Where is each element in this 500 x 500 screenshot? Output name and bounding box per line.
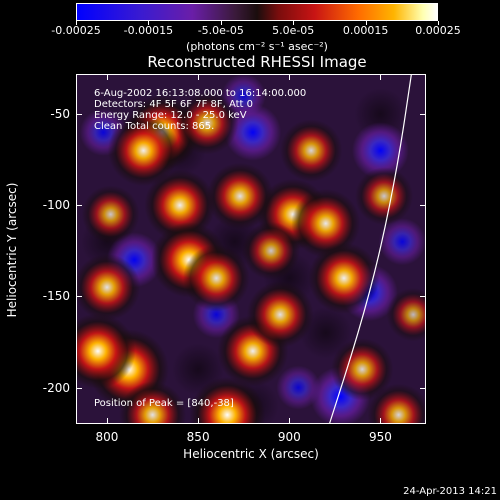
axis-tick-mark bbox=[380, 74, 382, 80]
x-tick-label: 800 bbox=[95, 430, 119, 444]
colorbar-tick-label: 0.00015 bbox=[342, 24, 389, 37]
heatmap-negative-spot bbox=[352, 122, 409, 179]
heatmap-plot bbox=[76, 74, 426, 424]
x-tick-label: 850 bbox=[186, 430, 210, 444]
heatmap-source bbox=[242, 221, 301, 280]
heatmap-source bbox=[81, 185, 140, 244]
heatmap-source bbox=[308, 242, 380, 314]
colorbar-tick-mark bbox=[365, 21, 367, 25]
heatmap-source bbox=[107, 114, 180, 187]
y-tick-label: -150 bbox=[42, 289, 70, 304]
colorbar-tick-label: -0.00025 bbox=[51, 24, 101, 37]
heatmap-source bbox=[76, 313, 136, 389]
heatmap-negative-spot bbox=[224, 103, 282, 161]
peak-position-label: Position of Peak = [840,-38] bbox=[94, 398, 234, 409]
timestamp: 24-Apr-2013 14:21 bbox=[403, 486, 497, 497]
heatmap-source bbox=[176, 92, 239, 155]
heatmap-source bbox=[330, 338, 394, 401]
heatmap-source bbox=[144, 169, 216, 241]
y-tick-label: -50 bbox=[50, 107, 70, 122]
colorbar-tick-mark bbox=[438, 21, 439, 25]
axis-tick-mark bbox=[420, 114, 426, 116]
colorbar-tick-label: 5.0e-05 bbox=[272, 24, 315, 37]
heatmap-source bbox=[206, 162, 274, 230]
info-clean-counts: Clean Total counts: 865. bbox=[94, 121, 215, 132]
colorbar-tick-label: 0.00025 bbox=[415, 24, 461, 37]
axis-tick-mark bbox=[420, 296, 426, 298]
positive-regions bbox=[76, 92, 426, 424]
heatmap-source bbox=[246, 281, 314, 349]
colorbar-tick-mark bbox=[76, 21, 77, 25]
axis-tick-mark bbox=[106, 418, 108, 424]
axis-tick-mark bbox=[289, 418, 291, 424]
info-energy-range: Energy Range: 12.0 - 25.0 keV bbox=[94, 110, 247, 121]
heatmap-source bbox=[279, 119, 343, 182]
heatmap-source bbox=[367, 383, 426, 424]
axis-tick-mark bbox=[198, 418, 200, 424]
y-tick-label: -100 bbox=[42, 198, 70, 213]
axis-tick-mark bbox=[420, 387, 426, 389]
y-axis-label: Heliocentric Y (arcsec) bbox=[5, 182, 19, 318]
heatmap-source bbox=[76, 253, 141, 321]
x-axis-label: Heliocentric X (arcsec) bbox=[183, 447, 319, 461]
heatmap-source bbox=[189, 377, 266, 424]
heatmap-source bbox=[355, 167, 414, 226]
axis-tick-mark bbox=[76, 205, 82, 207]
y-tick-label: -200 bbox=[42, 380, 70, 395]
axis-tick-mark bbox=[76, 114, 82, 116]
heatmap-image bbox=[76, 74, 426, 424]
x-tick-label: 950 bbox=[368, 430, 392, 444]
colorbar-tick-label: -0.00015 bbox=[123, 24, 174, 37]
info-detectors: Detectors: 4F 5F 6F 7F 8F, Att 0 bbox=[94, 99, 254, 110]
axis-tick-mark bbox=[76, 296, 82, 298]
info-time-range: 6-Aug-2002 16:13:08.000 to 16:14:00.000 bbox=[94, 88, 307, 99]
heatmap-negative-spot bbox=[378, 218, 426, 266]
colorbar-unit: (photons cm⁻² s⁻¹ asec⁻²) bbox=[186, 40, 328, 53]
solar-limb-line bbox=[328, 74, 413, 424]
axis-tick-mark bbox=[106, 74, 108, 80]
axis-tick-mark bbox=[76, 387, 82, 389]
axis-tick-mark bbox=[289, 74, 291, 80]
x-tick-label: 900 bbox=[277, 430, 301, 444]
axis-tick-mark bbox=[198, 74, 200, 80]
heatmap-source bbox=[386, 287, 426, 342]
heatmap-source bbox=[291, 188, 361, 258]
colorbar-tick-mark bbox=[220, 21, 222, 25]
axis-tick-mark bbox=[420, 205, 426, 207]
heatmap-source bbox=[182, 244, 250, 312]
axis-tick-mark bbox=[380, 418, 382, 424]
colorbar-tick-mark bbox=[148, 21, 150, 25]
heatmap-source bbox=[119, 381, 186, 424]
colorbar-tick-label: -5.0e-05 bbox=[197, 24, 244, 37]
heatmap-negative-spot bbox=[276, 365, 321, 410]
colorbar-tick-mark bbox=[293, 21, 295, 25]
colorbar bbox=[76, 3, 438, 21]
plot-title: Reconstructed RHESSI Image bbox=[147, 53, 367, 71]
